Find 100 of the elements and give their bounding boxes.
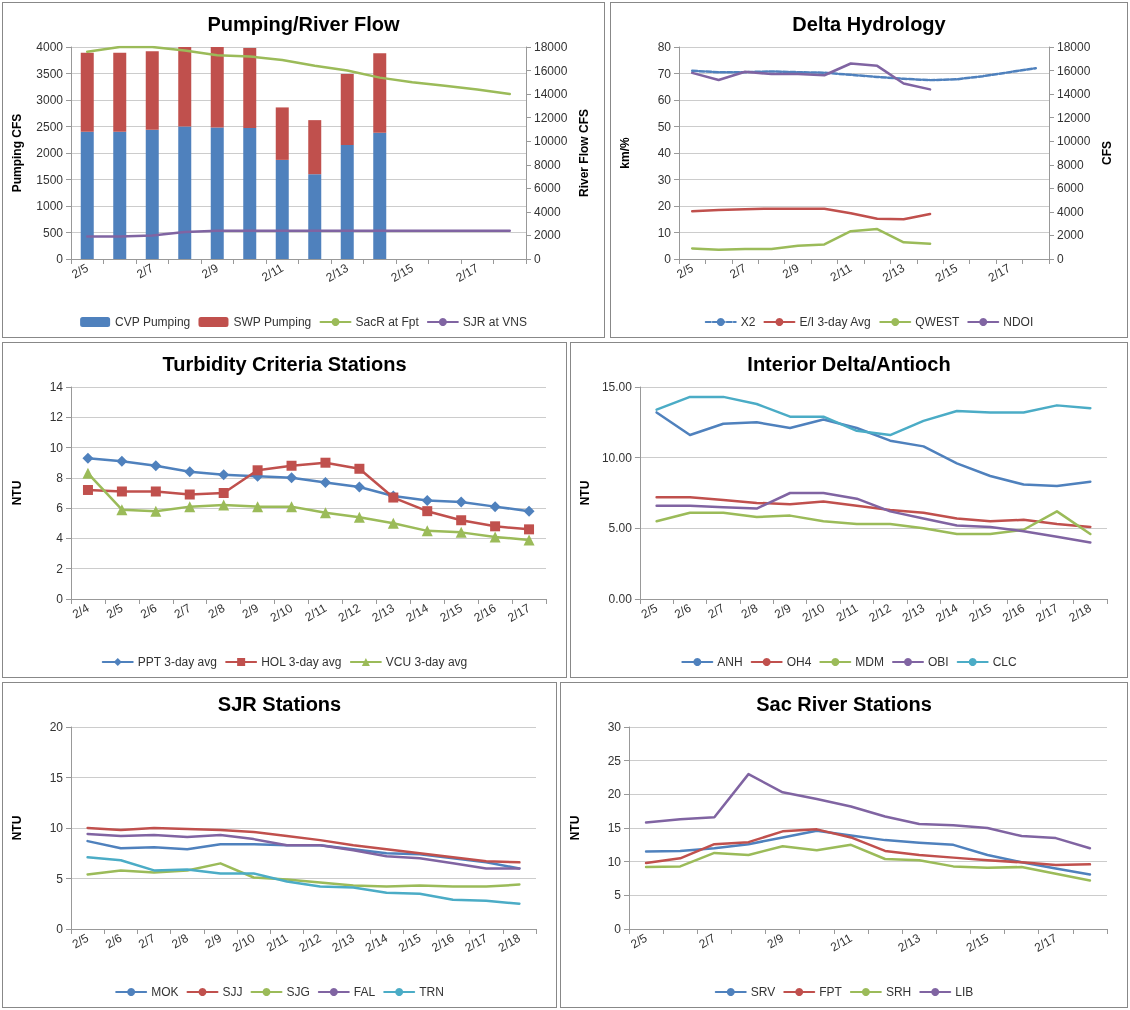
x-tick-label: 2/13: [895, 930, 923, 955]
y-tick-label: 3500: [36, 66, 64, 81]
legend-label: SJJ: [222, 985, 243, 999]
y2-tick-label: 0: [534, 252, 541, 266]
legend-label: SRV: [750, 985, 776, 999]
y-tick-label: 2: [56, 561, 64, 576]
bar: [243, 48, 257, 129]
bar: [178, 47, 192, 127]
line-series: [655, 495, 1092, 529]
line-series: [690, 227, 932, 251]
legend-label: OBI: [928, 655, 949, 669]
y-tick-label: 50: [657, 119, 672, 134]
legend-label: QWEST: [915, 315, 960, 329]
bar: [145, 51, 159, 130]
x-tick-label: 2/7: [136, 930, 158, 952]
point: [184, 466, 196, 478]
point: [252, 465, 263, 476]
y-tick-label: 0: [664, 252, 672, 266]
y-tick-label: 15: [607, 821, 622, 835]
x-tick-label: 2/9: [764, 930, 787, 952]
x-tick-label: 2/11: [302, 600, 330, 625]
x-tick-label: 2/15: [437, 600, 465, 625]
x-tick-label: 2/5: [638, 600, 661, 622]
y-axis-title: km/%: [618, 137, 632, 169]
x-tick-label: 2/15: [388, 260, 417, 285]
bar: [178, 126, 192, 259]
x-tick-label: 2/17: [985, 260, 1014, 285]
x-tick-label: 2/15: [932, 260, 961, 285]
point: [150, 505, 162, 517]
x-tick-label: 2/9: [239, 600, 262, 622]
x-tick-label: 2/17: [505, 600, 533, 625]
y-axis-title: NTU: [578, 480, 592, 506]
legend-label: E/I 3-day Avg: [799, 315, 871, 329]
point: [286, 501, 298, 513]
y2-tick-label: 12000: [534, 110, 568, 125]
y-tick-label: 4000: [36, 40, 64, 54]
line-series: [86, 45, 511, 96]
legend-label: LIB: [955, 985, 974, 999]
line-series: [655, 510, 1092, 536]
legend-label: SRH: [885, 985, 912, 999]
legend-label: SacR at Fpt: [355, 315, 420, 329]
y-tick-label: 2500: [36, 119, 64, 134]
y2-tick-label: 8000: [534, 157, 562, 172]
line-series: [690, 62, 932, 91]
y-tick-label: 5: [614, 888, 622, 903]
bar: [113, 131, 127, 259]
line-series: [655, 395, 1092, 437]
x-tick-label: 2/5: [69, 930, 92, 952]
chart-title: SJR Stations: [217, 693, 342, 715]
point: [422, 506, 433, 517]
y-tick-label: 0: [614, 922, 622, 936]
y2-tick-label: 0: [1057, 252, 1064, 266]
y2-tick-label: 16000: [534, 63, 568, 78]
x-tick-label: 2/13: [329, 930, 358, 955]
legend-label: NDOI: [1003, 315, 1034, 329]
y2-tick-label: 18000: [1057, 40, 1091, 54]
y-tick-label: 70: [657, 66, 672, 81]
point: [116, 486, 127, 497]
y-tick-label: 10.00: [601, 450, 633, 465]
x-tick-label: 2/9: [202, 930, 225, 952]
x-tick-label: 2/4: [70, 600, 92, 622]
y-tick-label: 1000: [36, 199, 64, 213]
y-tick-label: 0: [56, 922, 64, 936]
point: [286, 472, 298, 484]
x-tick-label: 2/11: [833, 600, 861, 625]
y2-tick-label: 18000: [534, 40, 568, 54]
point: [82, 452, 94, 464]
bar: [210, 127, 224, 259]
x-tick-label: 2/17: [462, 930, 490, 955]
point: [524, 524, 535, 535]
point: [489, 501, 501, 513]
line-series: [690, 66, 1038, 82]
x-tick-label: 2/14: [933, 600, 961, 625]
y-tick-label: 4: [56, 531, 64, 546]
bar: [80, 52, 94, 132]
y-tick-label: 6: [56, 501, 64, 516]
legend-label: TRN: [419, 985, 444, 999]
line-series: [644, 828, 1092, 867]
x-tick-label: 2/5: [674, 260, 696, 282]
y-axis-title: Pumping CFS: [10, 113, 24, 193]
y-tick-label: 30: [607, 720, 622, 734]
y2-tick-label: 16000: [1057, 63, 1091, 78]
chart-title: Interior Delta/Antioch: [747, 353, 951, 375]
bar: [373, 53, 387, 133]
x-tick-label: 2/13: [323, 260, 352, 285]
point: [353, 481, 365, 493]
point: [218, 499, 230, 511]
y-tick-label: 10: [607, 854, 622, 869]
x-tick-label: 2/7: [696, 930, 719, 952]
point: [421, 525, 433, 537]
y2-tick-label: 6000: [534, 181, 562, 196]
point: [354, 463, 365, 474]
bar: [210, 47, 224, 128]
x-tick-label: 2/12: [296, 930, 324, 955]
point: [387, 517, 399, 529]
x-tick-label: 2/8: [738, 600, 761, 622]
legend-label: HOL 3-day avg: [261, 655, 342, 669]
y-tick-label: 10: [657, 225, 672, 240]
x-tick-label: 2/15: [966, 600, 995, 625]
point: [286, 460, 297, 471]
